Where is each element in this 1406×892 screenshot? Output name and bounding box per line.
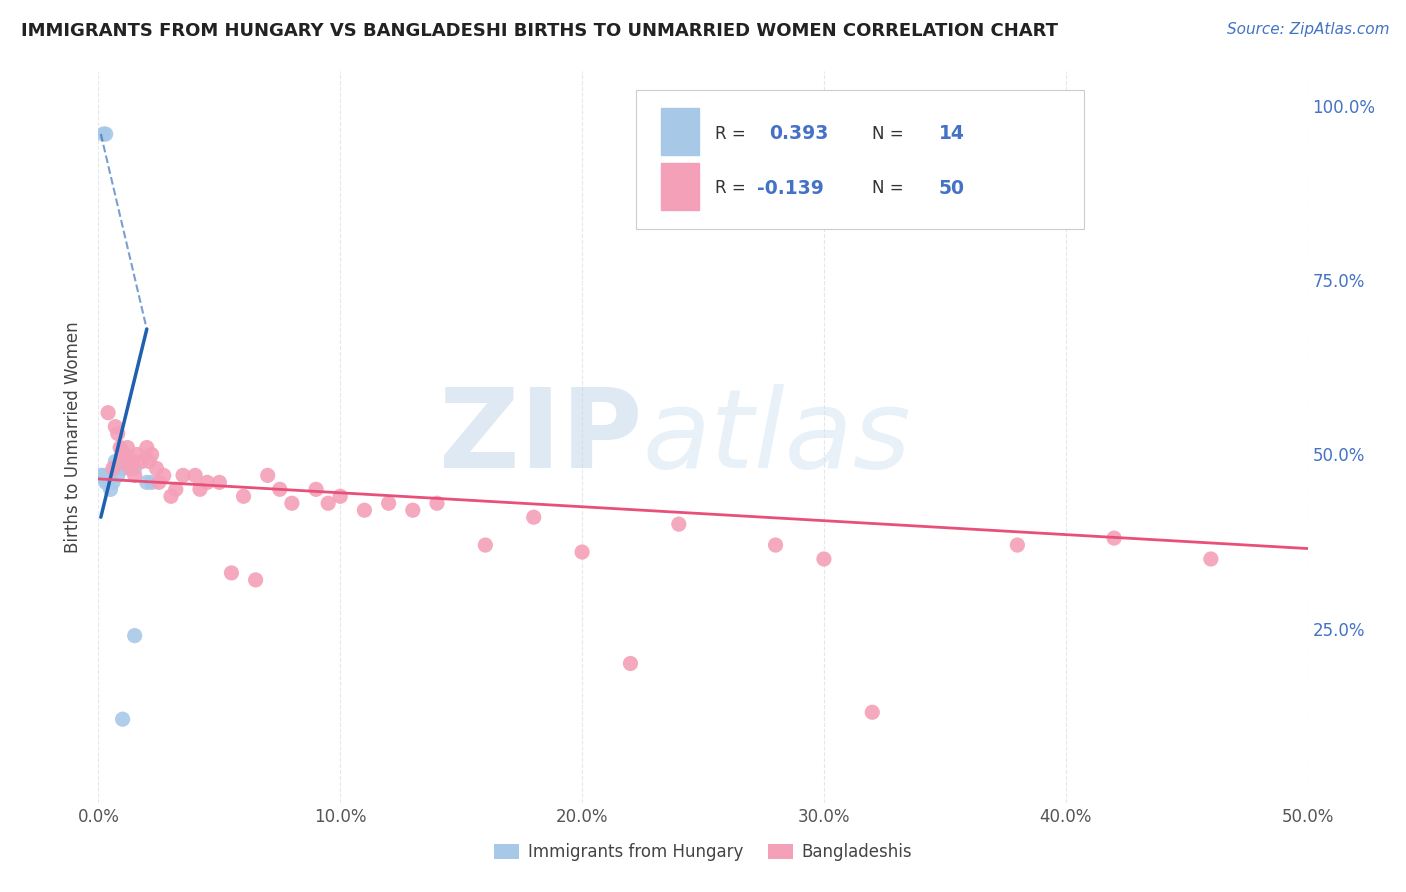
Point [90, 468, 112, 483]
Bar [661, 162, 699, 211]
Point [221, 566, 243, 580]
Text: IMMIGRANTS FROM HUNGARY VS BANGLADESHI BIRTHS TO UNMARRIED WOMEN CORRELATION CHA: IMMIGRANTS FROM HUNGARY VS BANGLADESHI B… [21, 22, 1059, 40]
Point [124, 468, 146, 483]
Point [121, 454, 143, 468]
Point [232, 489, 254, 503]
Text: ZIP: ZIP [439, 384, 643, 491]
Point [1199, 552, 1222, 566]
Point [1007, 538, 1029, 552]
Point [111, 461, 134, 475]
Point [138, 454, 160, 468]
Bar [661, 108, 699, 155]
Point [353, 503, 375, 517]
Point [188, 483, 211, 497]
Point [104, 461, 127, 475]
Point [305, 483, 328, 497]
Point [97, 475, 120, 490]
Point [107, 426, 129, 441]
Text: N =: N = [872, 179, 910, 197]
Text: 50: 50 [939, 179, 965, 198]
Point [104, 454, 127, 468]
Point [91, 468, 114, 483]
Point [860, 705, 883, 719]
Point [111, 712, 134, 726]
Point [94, 475, 117, 490]
Point [111, 454, 134, 468]
Point [101, 475, 124, 490]
Legend: Immigrants from Hungary, Bangladeshis: Immigrants from Hungary, Bangladeshis [488, 837, 918, 868]
Text: atlas: atlas [643, 384, 911, 491]
Point [184, 468, 207, 483]
Point [281, 496, 304, 510]
Point [124, 461, 146, 475]
Point [316, 496, 339, 510]
Point [131, 454, 153, 468]
Point [619, 657, 641, 671]
Y-axis label: Births to Unmarried Women: Births to Unmarried Women [63, 321, 82, 553]
Text: N =: N = [872, 125, 910, 143]
Point [571, 545, 593, 559]
Point [141, 448, 163, 462]
Point [145, 461, 167, 475]
Point [107, 468, 129, 483]
Point [329, 489, 352, 503]
Point [377, 496, 399, 510]
Point [100, 483, 122, 497]
Point [195, 475, 218, 490]
Point [135, 441, 157, 455]
Point [765, 538, 787, 552]
Point [668, 517, 690, 532]
Point [256, 468, 278, 483]
Point [269, 483, 291, 497]
Point [104, 419, 127, 434]
Point [118, 461, 141, 475]
Point [148, 475, 170, 490]
Text: R =: R = [716, 179, 751, 197]
Point [127, 448, 149, 462]
Point [108, 441, 131, 455]
Point [523, 510, 546, 524]
Point [160, 489, 183, 503]
Point [94, 127, 117, 141]
Point [141, 475, 163, 490]
Point [124, 629, 146, 643]
Point [117, 454, 139, 468]
Point [245, 573, 267, 587]
Point [426, 496, 449, 510]
Point [813, 552, 835, 566]
Point [97, 406, 120, 420]
Text: R =: R = [716, 125, 751, 143]
Point [152, 468, 174, 483]
Point [117, 441, 139, 455]
Text: 0.393: 0.393 [769, 124, 830, 143]
Text: 14: 14 [939, 124, 965, 143]
Text: Source: ZipAtlas.com: Source: ZipAtlas.com [1226, 22, 1389, 37]
Point [165, 483, 187, 497]
Point [91, 127, 114, 141]
Point [474, 538, 496, 552]
Point [172, 468, 194, 483]
Point [208, 475, 231, 490]
Point [135, 475, 157, 490]
Point [402, 503, 425, 517]
Text: -0.139: -0.139 [758, 179, 824, 198]
FancyBboxPatch shape [637, 89, 1084, 228]
Point [101, 461, 124, 475]
Point [114, 448, 136, 462]
Point [1102, 531, 1125, 545]
